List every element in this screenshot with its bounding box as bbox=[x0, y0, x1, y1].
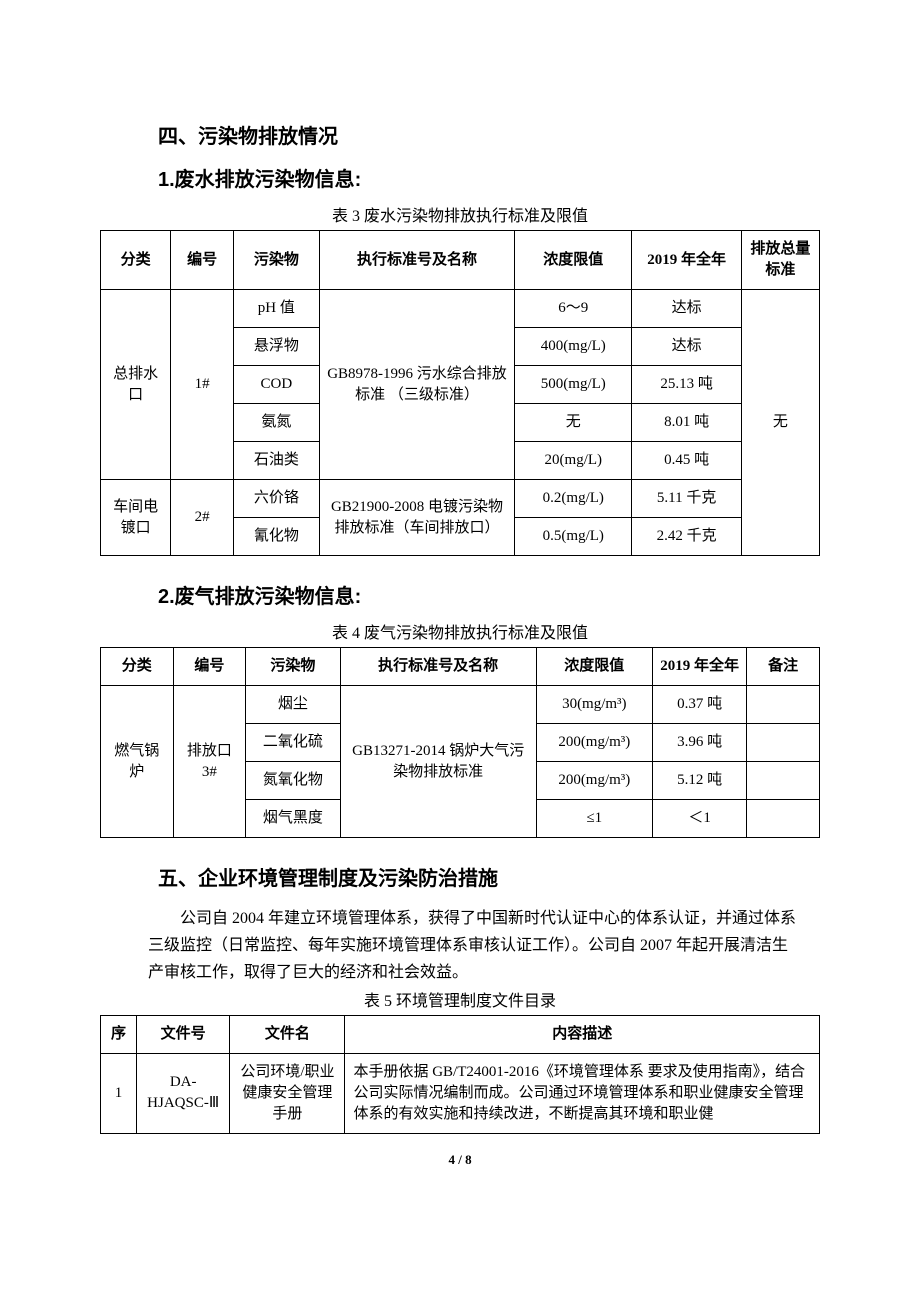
section-5-para: 公司自 2004 年建立环境管理体系，获得了中国新时代认证中心的体系认证，并通过… bbox=[100, 905, 820, 987]
td: ≤1 bbox=[536, 800, 652, 838]
td: 0.37 吨 bbox=[652, 686, 746, 724]
th: 浓度限值 bbox=[515, 231, 632, 290]
td: 无 bbox=[515, 404, 632, 442]
td: 400(mg/L) bbox=[515, 328, 632, 366]
th: 内容描述 bbox=[345, 1015, 820, 1053]
th: 执行标准号及名称 bbox=[319, 231, 514, 290]
td: GB21900-2008 电镀污染物排放标准（车间排放口） bbox=[319, 480, 514, 556]
td: 2# bbox=[171, 480, 234, 556]
td bbox=[747, 762, 820, 800]
page-sep: / bbox=[455, 1152, 465, 1167]
td: 3.96 吨 bbox=[652, 724, 746, 762]
th: 污染物 bbox=[233, 231, 319, 290]
td: 氨氮 bbox=[233, 404, 319, 442]
table-row: 燃气锅炉 排放口 3# 烟尘 GB13271-2014 锅炉大气污染物排放标准 … bbox=[101, 686, 820, 724]
td: pH 值 bbox=[233, 290, 319, 328]
td: 20(mg/L) bbox=[515, 442, 632, 480]
td: COD bbox=[233, 366, 319, 404]
table-row: 分类 编号 污染物 执行标准号及名称 浓度限值 2019 年全年 排放总量标准 bbox=[101, 231, 820, 290]
td bbox=[747, 686, 820, 724]
td: 本手册依据 GB/T24001-2016《环境管理体系 要求及使用指南》，结合公… bbox=[345, 1053, 820, 1133]
td: 无 bbox=[741, 290, 819, 556]
td: 总排水口 bbox=[101, 290, 171, 480]
td: 烟尘 bbox=[246, 686, 340, 724]
td: 悬浮物 bbox=[233, 328, 319, 366]
th: 分类 bbox=[101, 648, 174, 686]
td: ＜1 bbox=[652, 800, 746, 838]
table-row: 总排水口 1# pH 值 GB8978-1996 污水综合排放标准 （三级标准）… bbox=[101, 290, 820, 328]
td: 六价铬 bbox=[233, 480, 319, 518]
td: 5.11 千克 bbox=[632, 480, 741, 518]
td: 车间电镀口 bbox=[101, 480, 171, 556]
td bbox=[747, 800, 820, 838]
td bbox=[747, 724, 820, 762]
td: 500(mg/L) bbox=[515, 366, 632, 404]
td: 0.2(mg/L) bbox=[515, 480, 632, 518]
td: 0.45 吨 bbox=[632, 442, 741, 480]
th: 文件名 bbox=[230, 1015, 345, 1053]
th: 排放总量标准 bbox=[741, 231, 819, 290]
section-4-sub1: 1.废水排放污染物信息: bbox=[100, 163, 820, 192]
td: 0.5(mg/L) bbox=[515, 518, 632, 556]
td: 排放口 3# bbox=[173, 686, 246, 838]
table-row: 车间电镀口 2# 六价铬 GB21900-2008 电镀污染物排放标准（车间排放… bbox=[101, 480, 820, 518]
section-4-sub2: 2.废气排放污染物信息: bbox=[100, 580, 820, 609]
th: 编号 bbox=[173, 648, 246, 686]
td: 石油类 bbox=[233, 442, 319, 480]
td: 25.13 吨 bbox=[632, 366, 741, 404]
th: 序 bbox=[101, 1015, 137, 1053]
th: 浓度限值 bbox=[536, 648, 652, 686]
th: 编号 bbox=[171, 231, 234, 290]
td: 氰化物 bbox=[233, 518, 319, 556]
table5-caption: 表 5 环境管理制度文件目录 bbox=[100, 987, 820, 1011]
td: 8.01 吨 bbox=[632, 404, 741, 442]
table-row: 1 DA-HJAQSC-Ⅲ 公司环境/职业健康安全管理手册 本手册依据 GB/T… bbox=[101, 1053, 820, 1133]
table5: 序 文件号 文件名 内容描述 1 DA-HJAQSC-Ⅲ 公司环境/职业健康安全… bbox=[100, 1015, 820, 1134]
td: 1# bbox=[171, 290, 234, 480]
th: 备注 bbox=[747, 648, 820, 686]
section-4-heading: 四、污染物排放情况 bbox=[100, 120, 820, 149]
td: 200(mg/m³) bbox=[536, 724, 652, 762]
td: 达标 bbox=[632, 290, 741, 328]
td: 200(mg/m³) bbox=[536, 762, 652, 800]
th: 2019 年全年 bbox=[652, 648, 746, 686]
page-number: 4 / 8 bbox=[100, 1152, 820, 1168]
th: 执行标准号及名称 bbox=[340, 648, 536, 686]
table3: 分类 编号 污染物 执行标准号及名称 浓度限值 2019 年全年 排放总量标准 … bbox=[100, 230, 820, 556]
table-row: 分类 编号 污染物 执行标准号及名称 浓度限值 2019 年全年 备注 bbox=[101, 648, 820, 686]
td: GB13271-2014 锅炉大气污染物排放标准 bbox=[340, 686, 536, 838]
section-5-heading: 五、企业环境管理制度及污染防治措施 bbox=[100, 862, 820, 891]
td: 6～9 bbox=[515, 290, 632, 328]
td: 1 bbox=[101, 1053, 137, 1133]
table3-caption: 表 3 废水污染物排放执行标准及限值 bbox=[100, 202, 820, 226]
td: 烟气黑度 bbox=[246, 800, 340, 838]
th: 分类 bbox=[101, 231, 171, 290]
table4-caption: 表 4 废气污染物排放执行标准及限值 bbox=[100, 619, 820, 643]
td: DA-HJAQSC-Ⅲ bbox=[136, 1053, 229, 1133]
td: 5.12 吨 bbox=[652, 762, 746, 800]
table4: 分类 编号 污染物 执行标准号及名称 浓度限值 2019 年全年 备注 燃气锅炉… bbox=[100, 647, 820, 838]
page-total: 8 bbox=[465, 1152, 472, 1167]
td: 公司环境/职业健康安全管理手册 bbox=[230, 1053, 345, 1133]
td: 二氧化硫 bbox=[246, 724, 340, 762]
td: 达标 bbox=[632, 328, 741, 366]
td: 2.42 千克 bbox=[632, 518, 741, 556]
td: 30(mg/m³) bbox=[536, 686, 652, 724]
td: 氮氧化物 bbox=[246, 762, 340, 800]
td: 燃气锅炉 bbox=[101, 686, 174, 838]
th: 2019 年全年 bbox=[632, 231, 741, 290]
th: 污染物 bbox=[246, 648, 340, 686]
table-row: 序 文件号 文件名 内容描述 bbox=[101, 1015, 820, 1053]
td: GB8978-1996 污水综合排放标准 （三级标准） bbox=[319, 290, 514, 480]
th: 文件号 bbox=[136, 1015, 229, 1053]
